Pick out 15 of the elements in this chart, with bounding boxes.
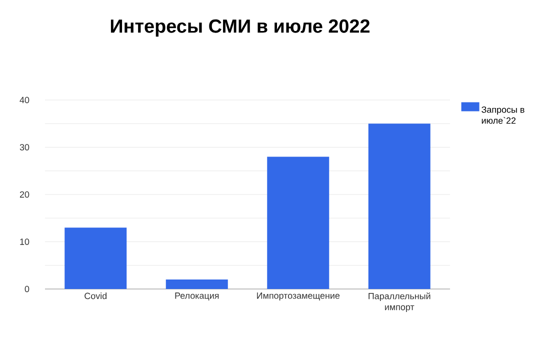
y-tick-label: 30 <box>20 144 30 150</box>
x-tick-label: Параллельный импорт <box>368 292 430 312</box>
bar <box>368 124 430 289</box>
bar <box>64 228 127 289</box>
bar <box>166 280 228 289</box>
y-tick-label: 10 <box>20 238 30 245</box>
y-tick-label: 0 <box>24 286 30 292</box>
y-tick-label: 20 <box>20 191 30 198</box>
x-tick-label: Covid <box>84 292 107 300</box>
x-tick-label: Релокация <box>175 292 219 300</box>
bar <box>267 156 330 289</box>
x-tick-label: Импортозамещение <box>257 292 340 301</box>
legend-label: Запросы в июле`22 <box>482 106 524 124</box>
chart-title: Интересы СМИ в июле 2022 <box>110 19 370 37</box>
y-tick-label: 40 <box>20 96 30 104</box>
